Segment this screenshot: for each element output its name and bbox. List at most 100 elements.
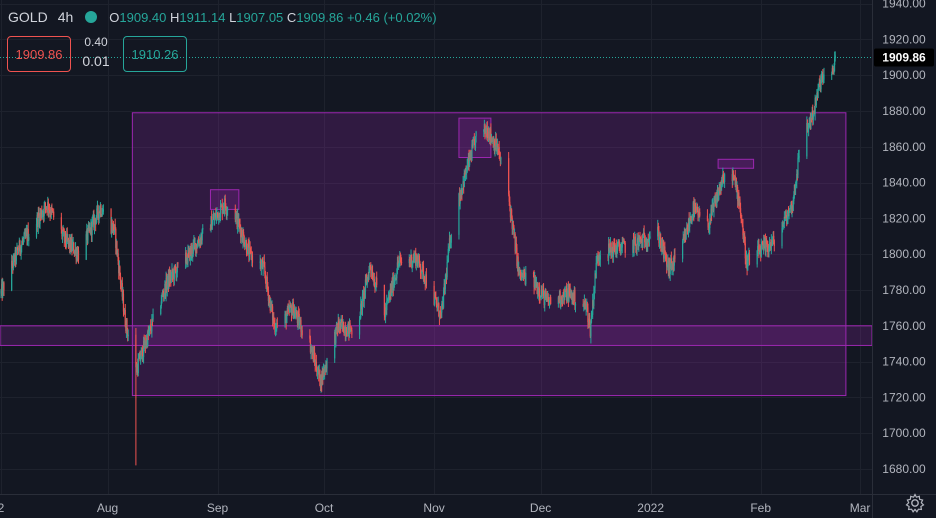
candle-body[interactable] xyxy=(160,301,162,307)
price-axis[interactable]: 1680.00 1700.00 1720.00 1740.00 1760.00 1780.… xyxy=(882,0,926,476)
candle-body[interactable] xyxy=(349,323,351,331)
candle-body[interactable] xyxy=(247,243,249,255)
candle-body[interactable] xyxy=(251,255,254,263)
candle-body[interactable] xyxy=(171,269,174,275)
candle-body[interactable] xyxy=(435,299,438,304)
candle-body[interactable] xyxy=(250,248,252,251)
candle-body[interactable] xyxy=(819,82,821,84)
candle-body[interactable] xyxy=(459,195,461,204)
candle-body[interactable] xyxy=(413,256,416,261)
candle-body[interactable] xyxy=(461,187,464,194)
candle-body[interactable] xyxy=(686,227,688,232)
candle-body[interactable] xyxy=(694,204,696,206)
candle-body[interactable] xyxy=(613,245,616,250)
candle-body[interactable] xyxy=(439,310,441,319)
candle-body[interactable] xyxy=(400,257,402,262)
candle-body[interactable] xyxy=(360,303,362,318)
candle-body[interactable] xyxy=(594,273,596,288)
candle-body[interactable] xyxy=(649,236,651,238)
candle-body[interactable] xyxy=(741,218,743,222)
candle-body[interactable] xyxy=(51,207,53,210)
candle-body[interactable] xyxy=(140,359,142,361)
candle-body[interactable] xyxy=(271,306,274,321)
candle-body[interactable] xyxy=(102,211,104,215)
candle-body[interactable] xyxy=(732,173,735,175)
zone-rectangle[interactable] xyxy=(717,158,755,169)
candle-body[interactable] xyxy=(613,242,615,246)
candle-body[interactable] xyxy=(211,216,213,230)
candle-body[interactable] xyxy=(344,326,346,336)
candle-body[interactable] xyxy=(369,265,371,269)
candle-body[interactable] xyxy=(218,212,220,220)
candle-body[interactable] xyxy=(759,251,761,253)
candle-body[interactable] xyxy=(691,215,693,223)
candle-body[interactable] xyxy=(363,288,365,301)
candle-body[interactable] xyxy=(221,204,223,214)
candle-body[interactable] xyxy=(544,294,546,306)
candle-body[interactable] xyxy=(664,246,666,255)
candle-body[interactable] xyxy=(73,253,75,255)
candle-body[interactable] xyxy=(409,259,411,262)
candle-body[interactable] xyxy=(393,281,396,283)
candle-body[interactable] xyxy=(264,274,267,281)
candle-body[interactable] xyxy=(692,215,694,217)
candle-body[interactable] xyxy=(227,208,229,211)
candle-body[interactable] xyxy=(483,129,485,132)
candle-body[interactable] xyxy=(64,232,67,243)
candle-body[interactable] xyxy=(434,294,436,298)
candle-body[interactable] xyxy=(818,84,820,88)
candle-body[interactable] xyxy=(110,209,112,233)
candle-body[interactable] xyxy=(473,138,475,142)
zone-rectangle[interactable] xyxy=(0,325,873,346)
candle-body[interactable] xyxy=(383,284,385,316)
candle-body[interactable] xyxy=(588,319,590,324)
gear-icon[interactable] xyxy=(904,492,926,514)
candle-body[interactable] xyxy=(834,58,836,66)
candle-body[interactable] xyxy=(127,334,129,337)
candle-body[interactable] xyxy=(152,314,154,320)
candle-body[interactable] xyxy=(61,233,64,237)
candle-body[interactable] xyxy=(290,304,292,307)
candle-body[interactable] xyxy=(270,301,272,309)
candle-body[interactable] xyxy=(616,243,619,250)
candle-body[interactable] xyxy=(192,253,194,255)
candle-body[interactable] xyxy=(591,314,593,316)
candle-body[interactable] xyxy=(11,260,13,266)
candle-body[interactable] xyxy=(160,306,162,315)
candle-body[interactable] xyxy=(384,307,387,318)
candle-body[interactable] xyxy=(274,329,277,333)
candle-body[interactable] xyxy=(618,241,620,248)
candle-body[interactable] xyxy=(345,332,348,336)
candle-body[interactable] xyxy=(640,239,642,242)
candle-body[interactable] xyxy=(447,248,449,262)
candle-body[interactable] xyxy=(335,326,337,343)
candle-body[interactable] xyxy=(496,149,498,151)
candle-body[interactable] xyxy=(834,55,836,59)
candle-body[interactable] xyxy=(550,297,552,304)
candle-body[interactable] xyxy=(693,204,696,217)
candle-body[interactable] xyxy=(74,250,76,254)
candle-body[interactable] xyxy=(806,122,808,157)
candle-body[interactable] xyxy=(438,303,440,317)
candle-body[interactable] xyxy=(535,283,537,288)
candle-body[interactable] xyxy=(27,228,29,241)
candle-body[interactable] xyxy=(469,152,471,158)
candle-body[interactable] xyxy=(273,316,275,325)
candle-body[interactable] xyxy=(711,204,713,216)
candle-body[interactable] xyxy=(734,175,736,186)
candle-body[interactable] xyxy=(293,313,295,319)
candle-body[interactable] xyxy=(820,76,822,90)
candle-body[interactable] xyxy=(593,292,595,306)
candle-body[interactable] xyxy=(486,128,488,137)
candle-body[interactable] xyxy=(122,293,125,312)
candle-body[interactable] xyxy=(121,283,123,297)
candle-body[interactable] xyxy=(241,229,243,237)
candle-body[interactable] xyxy=(53,211,55,218)
candle-body[interactable] xyxy=(41,210,43,218)
candle-body[interactable] xyxy=(696,207,698,210)
candle-body[interactable] xyxy=(85,234,87,260)
candle-body[interactable] xyxy=(15,249,17,261)
candle-body[interactable] xyxy=(174,266,176,269)
candle-body[interactable] xyxy=(144,340,146,347)
candle-body[interactable] xyxy=(789,205,791,209)
